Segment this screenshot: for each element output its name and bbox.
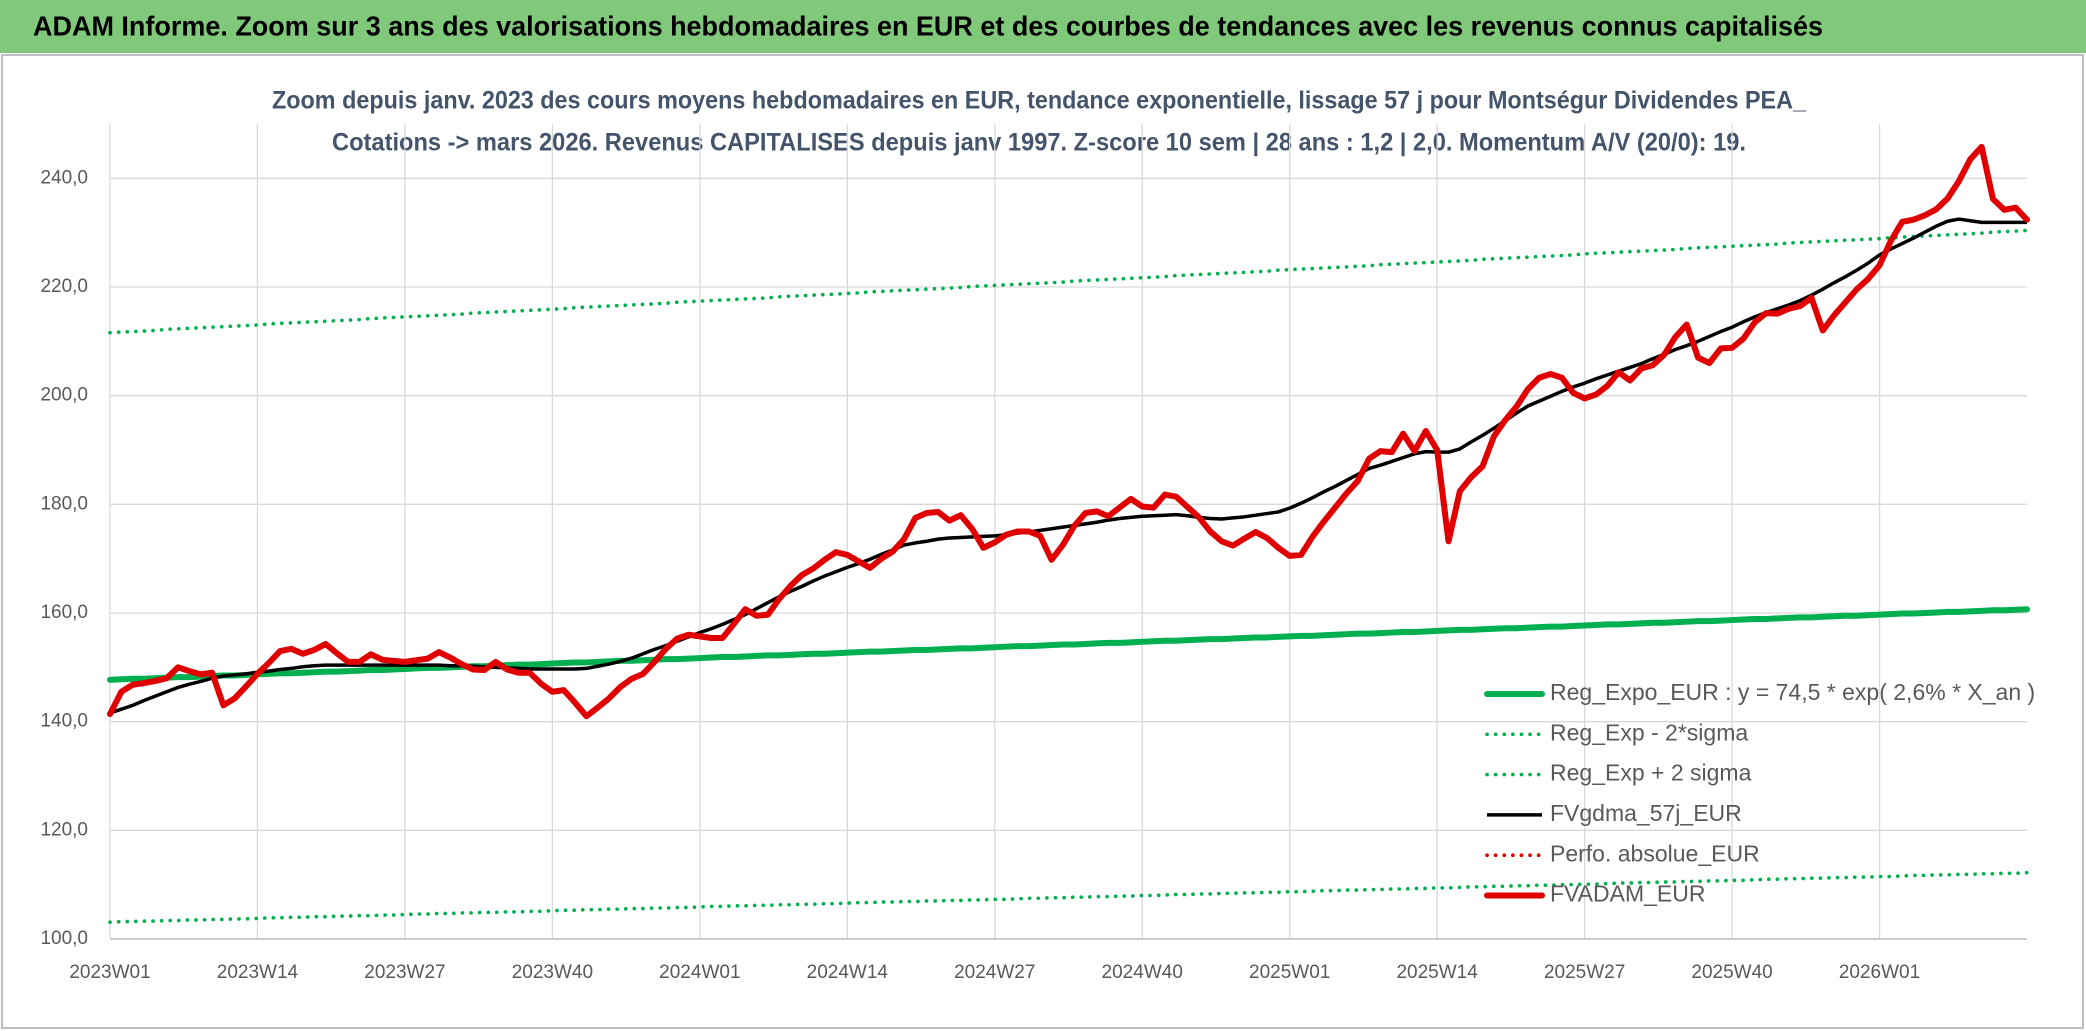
y-tick-label: 200,0 [40, 385, 88, 406]
x-tick-label: 2025W01 [1249, 962, 1330, 983]
x-tick-label: 2026W01 [1839, 962, 1920, 983]
y-tick-label: 140,0 [40, 711, 88, 732]
x-tick-label: 2024W01 [659, 962, 740, 983]
legend-label: FVgdma_57j_EUR [1550, 800, 1742, 826]
series-line [108, 228, 2029, 335]
series-line [109, 217, 2027, 715]
plot-lines [107, 143, 2030, 924]
x-tick-label: 2025W14 [1396, 962, 1478, 983]
header-bar [0, 0, 2086, 53]
legend-label: FVADAM_EUR [1550, 881, 1706, 907]
x-tick-label: 2024W14 [807, 962, 889, 983]
x-tick-label: 2023W01 [69, 962, 150, 983]
x-tick-label: 2023W27 [364, 962, 445, 983]
chart-subtitle: Zoom depuis janv. 2023 des cours moyens … [272, 87, 1807, 115]
y-tick-label: 180,0 [40, 493, 88, 514]
legend-label: Reg_Expo_EUR : y = 74,5 * exp( 2,6% * X_… [1550, 679, 2035, 705]
x-tick-label: 2025W27 [1544, 962, 1625, 983]
x-tick-label: 2024W40 [1102, 962, 1183, 983]
legend: Reg_Expo_EUR : y = 74,5 * exp( 2,6% * X_… [1484, 679, 2035, 907]
y-tick-label: 240,0 [40, 167, 88, 188]
legend-label: Perfo. absolue_EUR [1550, 840, 1760, 866]
chart-title: ADAM Informe. Zoom sur 3 ans des valoris… [33, 10, 1823, 41]
legend-label: Reg_Exp + 2 sigma [1550, 760, 1752, 786]
y-tick-label: 120,0 [40, 819, 88, 840]
legend-label: Reg_Exp - 2*sigma [1550, 719, 1748, 745]
grid: 100,0 120,0 140,0 160,0 180,0 200,0 220,0 240,0… [40, 124, 2027, 983]
chart-subtitle: Cotations -> mars 2026. Revenus CAPITALI… [332, 129, 1746, 157]
series-line [107, 606, 2030, 683]
x-tick-label: 2023W40 [512, 962, 593, 983]
x-tick-label: 2023W14 [217, 962, 299, 983]
y-tick-label: 160,0 [40, 602, 88, 623]
series-line [107, 143, 2030, 720]
y-tick-label: 220,0 [40, 276, 88, 297]
x-tick-label: 2025W40 [1691, 962, 1772, 983]
y-tick-label: 100,0 [40, 928, 88, 949]
series-line [108, 870, 2029, 924]
x-tick-label: 2024W27 [954, 962, 1035, 983]
